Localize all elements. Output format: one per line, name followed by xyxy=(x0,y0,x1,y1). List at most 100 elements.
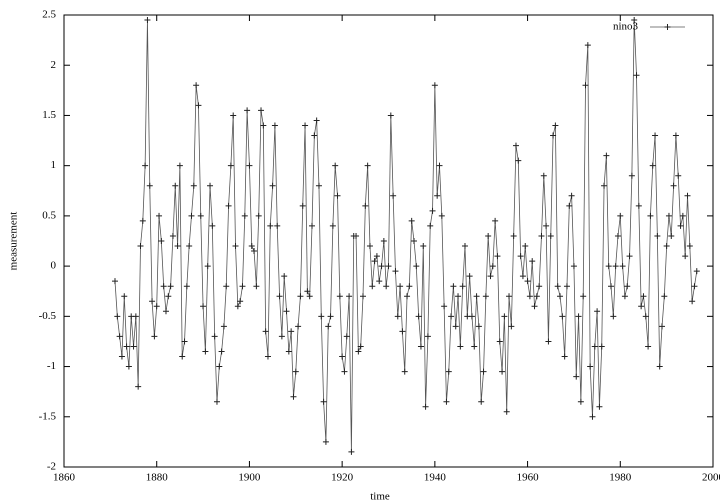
point-marker xyxy=(283,308,290,315)
point-marker xyxy=(526,293,533,300)
point-marker xyxy=(139,217,146,224)
point-marker xyxy=(547,232,554,239)
point-marker xyxy=(633,72,640,79)
point-marker xyxy=(121,293,128,300)
point-marker xyxy=(512,142,519,149)
point-marker xyxy=(255,212,262,219)
point-marker xyxy=(693,268,700,275)
point-marker xyxy=(450,283,457,290)
point-marker xyxy=(260,122,267,129)
point-marker xyxy=(325,323,332,330)
point-marker xyxy=(278,333,285,340)
point-marker xyxy=(684,192,691,199)
point-marker xyxy=(649,162,656,169)
point-marker xyxy=(332,162,339,169)
point-marker xyxy=(211,333,218,340)
point-marker xyxy=(415,313,422,320)
point-marker xyxy=(311,132,318,139)
point-marker xyxy=(341,368,348,375)
point-marker xyxy=(496,338,503,345)
point-marker xyxy=(181,338,188,345)
point-marker xyxy=(587,363,594,370)
point-marker xyxy=(153,303,160,310)
point-marker xyxy=(227,162,234,169)
point-marker xyxy=(264,353,271,360)
point-marker xyxy=(190,182,197,189)
point-marker xyxy=(420,243,427,250)
point-marker xyxy=(408,217,415,224)
point-marker xyxy=(132,313,139,320)
point-marker xyxy=(346,293,353,300)
x-tick-label: 1920 xyxy=(331,472,354,484)
point-marker xyxy=(376,278,383,285)
point-marker xyxy=(404,293,411,300)
point-marker xyxy=(353,232,360,239)
point-marker xyxy=(689,298,696,305)
point-marker xyxy=(554,283,561,290)
point-marker xyxy=(232,243,239,250)
point-marker xyxy=(336,293,343,300)
point-marker xyxy=(686,243,693,250)
point-marker xyxy=(295,323,302,330)
point-marker xyxy=(137,243,144,250)
point-marker xyxy=(691,283,698,290)
point-marker xyxy=(459,283,466,290)
point-marker xyxy=(288,328,295,335)
point-marker xyxy=(455,293,462,300)
point-marker xyxy=(237,298,244,305)
point-marker xyxy=(621,293,628,300)
point-marker xyxy=(570,263,577,270)
point-marker xyxy=(665,212,672,219)
point-marker xyxy=(244,107,251,114)
point-marker xyxy=(387,112,394,119)
point-marker xyxy=(135,383,142,390)
point-marker xyxy=(383,283,390,290)
point-marker xyxy=(125,363,132,370)
point-marker xyxy=(339,353,346,360)
point-marker xyxy=(320,398,327,405)
x-tick-label: 1900 xyxy=(238,472,261,484)
point-marker xyxy=(111,278,118,285)
point-marker xyxy=(188,212,195,219)
point-marker xyxy=(186,243,193,250)
y-tick-label: 2 xyxy=(51,59,57,71)
point-marker xyxy=(267,222,274,229)
y-tick-label: -2 xyxy=(47,461,56,473)
point-marker xyxy=(589,413,596,420)
point-marker xyxy=(506,293,513,300)
point-marker xyxy=(591,343,598,350)
point-marker xyxy=(522,243,529,250)
point-marker xyxy=(202,348,209,355)
point-marker xyxy=(271,122,278,129)
point-marker xyxy=(220,323,227,330)
point-marker xyxy=(290,393,297,400)
point-marker xyxy=(559,313,566,320)
point-marker xyxy=(471,343,478,350)
point-marker xyxy=(638,303,645,310)
point-marker xyxy=(434,192,441,199)
point-marker xyxy=(468,313,475,320)
point-marker xyxy=(631,17,638,24)
point-marker xyxy=(292,368,299,375)
point-marker xyxy=(329,222,336,229)
point-marker xyxy=(475,323,482,330)
point-marker xyxy=(183,283,190,290)
point-marker xyxy=(601,182,608,189)
point-marker xyxy=(327,313,334,320)
point-marker xyxy=(614,232,621,239)
point-marker xyxy=(575,313,582,320)
point-marker xyxy=(482,293,489,300)
point-marker xyxy=(269,182,276,189)
plot-frame xyxy=(63,14,714,468)
point-marker xyxy=(677,222,684,229)
point-marker xyxy=(241,212,248,219)
x-axis-label: time xyxy=(370,491,390,503)
y-tick-label: -1.5 xyxy=(39,410,57,422)
point-marker xyxy=(304,288,311,295)
point-marker xyxy=(682,253,689,260)
point-marker xyxy=(142,162,149,169)
point-marker xyxy=(276,293,283,300)
point-marker xyxy=(577,398,584,405)
point-marker xyxy=(130,343,137,350)
point-marker xyxy=(533,293,540,300)
